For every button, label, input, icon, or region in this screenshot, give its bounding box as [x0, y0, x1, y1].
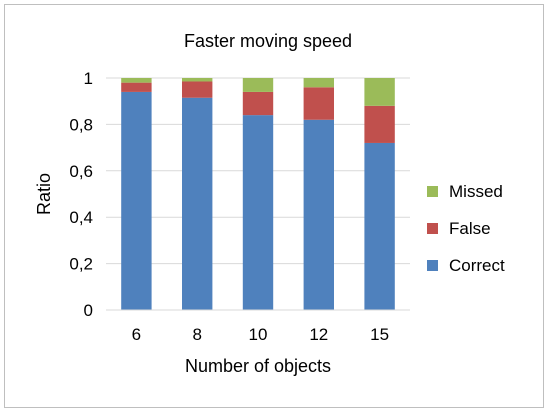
bar-correct-10: [242, 115, 274, 311]
x-tick-label: 10: [249, 325, 268, 344]
x-tick-labels: 6 8 10 12 15: [132, 325, 389, 344]
x-tick-label: 12: [309, 325, 328, 344]
y-axis-title: Ratio: [34, 173, 54, 215]
bar-missed-10: [242, 78, 274, 92]
legend-label-correct: Correct: [449, 256, 505, 275]
x-tick-label: 15: [370, 325, 389, 344]
bar-correct-12: [303, 119, 334, 310]
x-tick-label: 6: [132, 325, 141, 344]
legend-swatch-correct: [427, 260, 438, 271]
bar-missed-12: [303, 78, 334, 88]
y-tick-labels: 0 0,2 0,4 0,6 0,8 1: [69, 69, 93, 320]
legend: Missed False Correct: [427, 182, 505, 275]
x-axis-title: Number of objects: [185, 356, 331, 376]
bar-correct-8: [182, 97, 213, 310]
legend-label-false: False: [449, 219, 491, 238]
bar-missed-8: [182, 78, 213, 82]
bar-false-12: [303, 87, 334, 120]
x-tick-label: 8: [192, 325, 201, 344]
bar-false-6: [121, 82, 152, 92]
bar-correct-6: [121, 91, 152, 310]
bar-missed-6: [121, 78, 152, 83]
y-tick-label: 0,8: [69, 115, 93, 134]
y-tick-label: 0,6: [69, 162, 93, 181]
chart-frame: [4, 4, 544, 408]
legend-swatch-false: [427, 223, 438, 234]
y-tick-label: 0,4: [69, 208, 93, 227]
bar-missed-15: [364, 78, 395, 106]
legend-label-missed: Missed: [449, 182, 503, 201]
y-tick-label: 1: [84, 69, 93, 88]
chart-title: Faster moving speed: [184, 31, 352, 51]
y-tick-label: 0: [84, 301, 93, 320]
bars: [121, 78, 395, 311]
bar-false-15: [364, 105, 395, 143]
bar-false-8: [182, 81, 213, 98]
bar-correct-15: [364, 142, 395, 310]
legend-swatch-missed: [427, 186, 438, 197]
y-tick-label: 0,2: [69, 255, 93, 274]
bar-false-10: [242, 91, 274, 116]
